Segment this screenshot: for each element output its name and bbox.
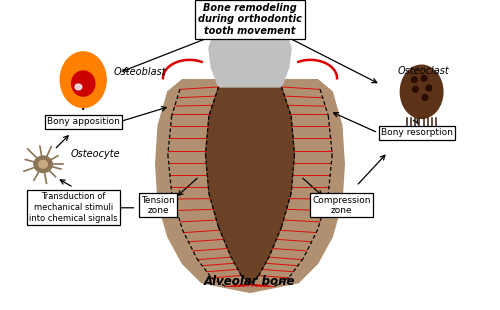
Ellipse shape xyxy=(75,84,82,90)
Ellipse shape xyxy=(72,71,95,96)
Text: Osteocyte: Osteocyte xyxy=(70,149,120,159)
Text: Osteoblast: Osteoblast xyxy=(113,68,166,78)
Text: Compression
zone: Compression zone xyxy=(312,196,371,215)
Ellipse shape xyxy=(60,52,106,108)
Text: Alveolar bone: Alveolar bone xyxy=(204,275,296,288)
Text: Tension
zone: Tension zone xyxy=(142,196,175,215)
Polygon shape xyxy=(206,87,294,284)
Circle shape xyxy=(412,77,418,82)
Text: Bony resorption: Bony resorption xyxy=(381,128,452,137)
Polygon shape xyxy=(156,80,344,292)
Ellipse shape xyxy=(400,65,443,118)
Circle shape xyxy=(421,75,427,81)
Text: Osteoclast: Osteoclast xyxy=(398,66,449,77)
Text: Transduction of
mechanical stimuli
into chemical signals: Transduction of mechanical stimuli into … xyxy=(29,192,118,224)
Text: Bony apposition: Bony apposition xyxy=(47,117,120,126)
Ellipse shape xyxy=(39,160,48,168)
Polygon shape xyxy=(209,16,291,87)
Circle shape xyxy=(426,85,432,91)
Circle shape xyxy=(412,86,418,92)
Circle shape xyxy=(422,95,428,100)
Ellipse shape xyxy=(34,156,52,172)
Text: Bone remodeling
during orthodontic
tooth movement: Bone remodeling during orthodontic tooth… xyxy=(198,3,302,36)
